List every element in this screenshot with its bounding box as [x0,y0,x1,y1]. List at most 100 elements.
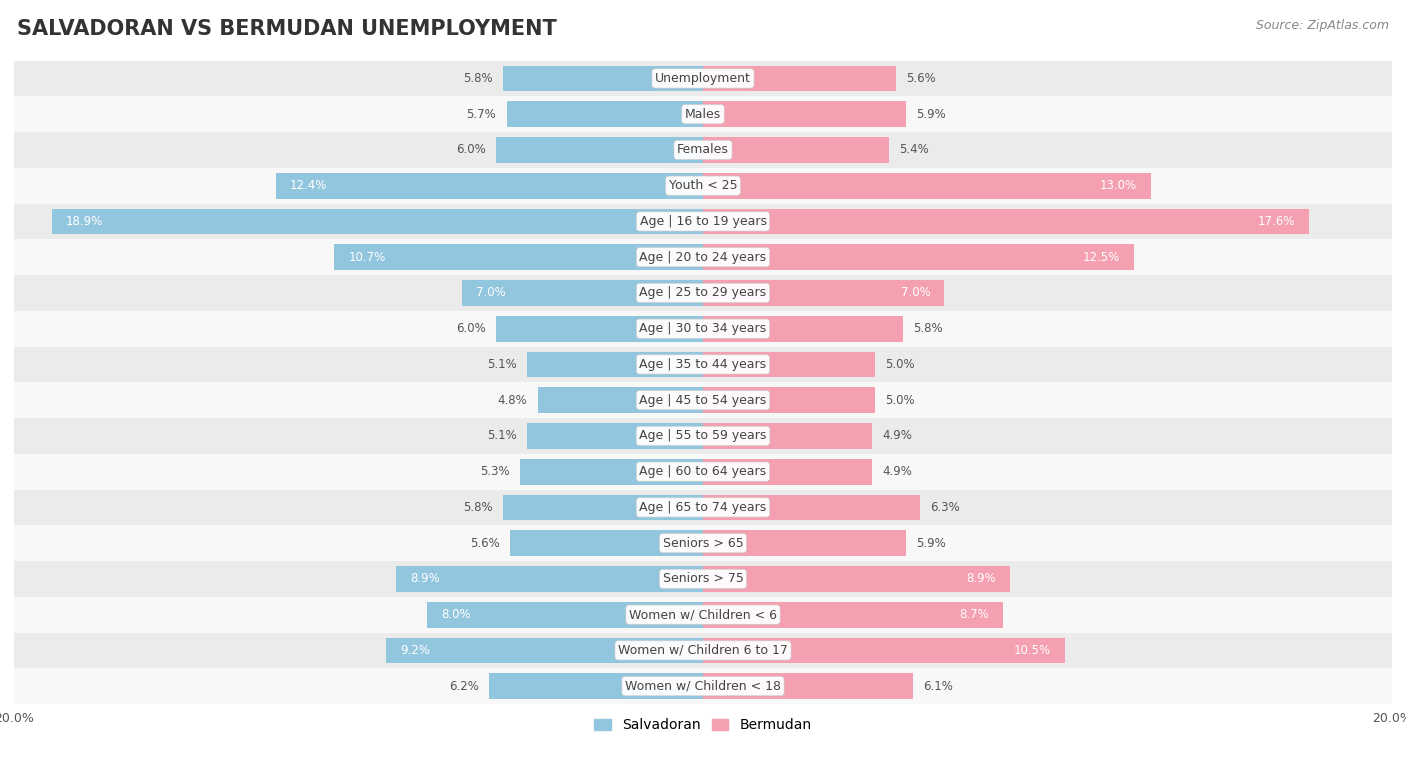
Text: Youth < 25: Youth < 25 [669,179,737,192]
Bar [703,101,907,127]
Bar [703,137,889,163]
Text: 10.7%: 10.7% [349,251,385,263]
Bar [14,132,1392,168]
Bar [14,96,1392,132]
Text: Seniors > 65: Seniors > 65 [662,537,744,550]
Bar [703,388,875,413]
Text: 5.0%: 5.0% [886,394,915,407]
Text: 6.0%: 6.0% [456,322,486,335]
Bar [703,566,1010,592]
Text: 9.2%: 9.2% [399,644,430,657]
Bar [14,347,1392,382]
Bar [396,566,703,592]
Bar [14,204,1392,239]
Bar [489,673,703,699]
Bar [14,239,1392,275]
Text: 4.9%: 4.9% [882,465,912,478]
Bar [703,459,872,484]
Bar [703,316,903,341]
Bar [503,66,703,92]
Bar [703,173,1152,198]
Text: 8.9%: 8.9% [966,572,995,585]
Bar [520,459,703,484]
Bar [527,351,703,377]
Text: Age | 20 to 24 years: Age | 20 to 24 years [640,251,766,263]
Text: 5.9%: 5.9% [917,107,946,120]
Bar [703,208,1309,235]
Text: 10.5%: 10.5% [1014,644,1050,657]
Bar [387,637,703,663]
Text: 17.6%: 17.6% [1258,215,1295,228]
Text: 5.0%: 5.0% [886,358,915,371]
Text: 7.0%: 7.0% [475,286,505,300]
Text: Age | 45 to 54 years: Age | 45 to 54 years [640,394,766,407]
Text: 6.2%: 6.2% [450,680,479,693]
Text: SALVADORAN VS BERMUDAN UNEMPLOYMENT: SALVADORAN VS BERMUDAN UNEMPLOYMENT [17,19,557,39]
Text: 5.4%: 5.4% [900,143,929,157]
Text: 4.8%: 4.8% [498,394,527,407]
Text: Source: ZipAtlas.com: Source: ZipAtlas.com [1256,19,1389,32]
Text: 5.7%: 5.7% [467,107,496,120]
Text: 4.9%: 4.9% [882,429,912,442]
Text: Age | 35 to 44 years: Age | 35 to 44 years [640,358,766,371]
Bar [14,168,1392,204]
Text: 18.9%: 18.9% [66,215,103,228]
Text: Females: Females [678,143,728,157]
Bar [503,494,703,520]
Text: Seniors > 75: Seniors > 75 [662,572,744,585]
Bar [703,351,875,377]
Bar [527,423,703,449]
Text: Age | 25 to 29 years: Age | 25 to 29 years [640,286,766,300]
Text: 7.0%: 7.0% [901,286,931,300]
Text: 8.7%: 8.7% [959,608,988,621]
Text: Age | 30 to 34 years: Age | 30 to 34 years [640,322,766,335]
Bar [14,597,1392,633]
Text: 5.1%: 5.1% [488,429,517,442]
Bar [537,388,703,413]
Text: 6.0%: 6.0% [456,143,486,157]
Text: 5.8%: 5.8% [463,501,494,514]
Bar [14,490,1392,525]
Bar [427,602,703,628]
Bar [14,418,1392,453]
Bar [703,531,907,556]
Bar [703,494,920,520]
Bar [14,61,1392,96]
Bar [14,382,1392,418]
Bar [510,531,703,556]
Bar [506,101,703,127]
Bar [52,208,703,235]
Bar [14,311,1392,347]
Text: 12.4%: 12.4% [290,179,328,192]
Bar [703,602,1002,628]
Text: Unemployment: Unemployment [655,72,751,85]
Bar [14,561,1392,597]
Text: 8.0%: 8.0% [441,608,471,621]
Bar [14,633,1392,668]
Text: 13.0%: 13.0% [1099,179,1137,192]
Text: 5.9%: 5.9% [917,537,946,550]
Bar [14,275,1392,311]
Text: Age | 16 to 19 years: Age | 16 to 19 years [640,215,766,228]
Text: 5.8%: 5.8% [463,72,494,85]
Text: 12.5%: 12.5% [1083,251,1119,263]
Bar [496,316,703,341]
Bar [335,245,703,270]
Bar [703,637,1064,663]
Text: Age | 55 to 59 years: Age | 55 to 59 years [640,429,766,442]
Text: 6.1%: 6.1% [924,680,953,693]
Bar [703,245,1133,270]
Text: Males: Males [685,107,721,120]
Text: Age | 65 to 74 years: Age | 65 to 74 years [640,501,766,514]
Text: 6.3%: 6.3% [931,501,960,514]
Bar [14,453,1392,490]
Bar [703,66,896,92]
Text: Women w/ Children < 18: Women w/ Children < 18 [626,680,780,693]
Text: 8.9%: 8.9% [411,572,440,585]
Bar [461,280,703,306]
Text: 5.6%: 5.6% [907,72,936,85]
Legend: Salvadoran, Bermudan: Salvadoran, Bermudan [595,718,811,733]
Bar [276,173,703,198]
Text: 5.1%: 5.1% [488,358,517,371]
Text: 5.3%: 5.3% [481,465,510,478]
